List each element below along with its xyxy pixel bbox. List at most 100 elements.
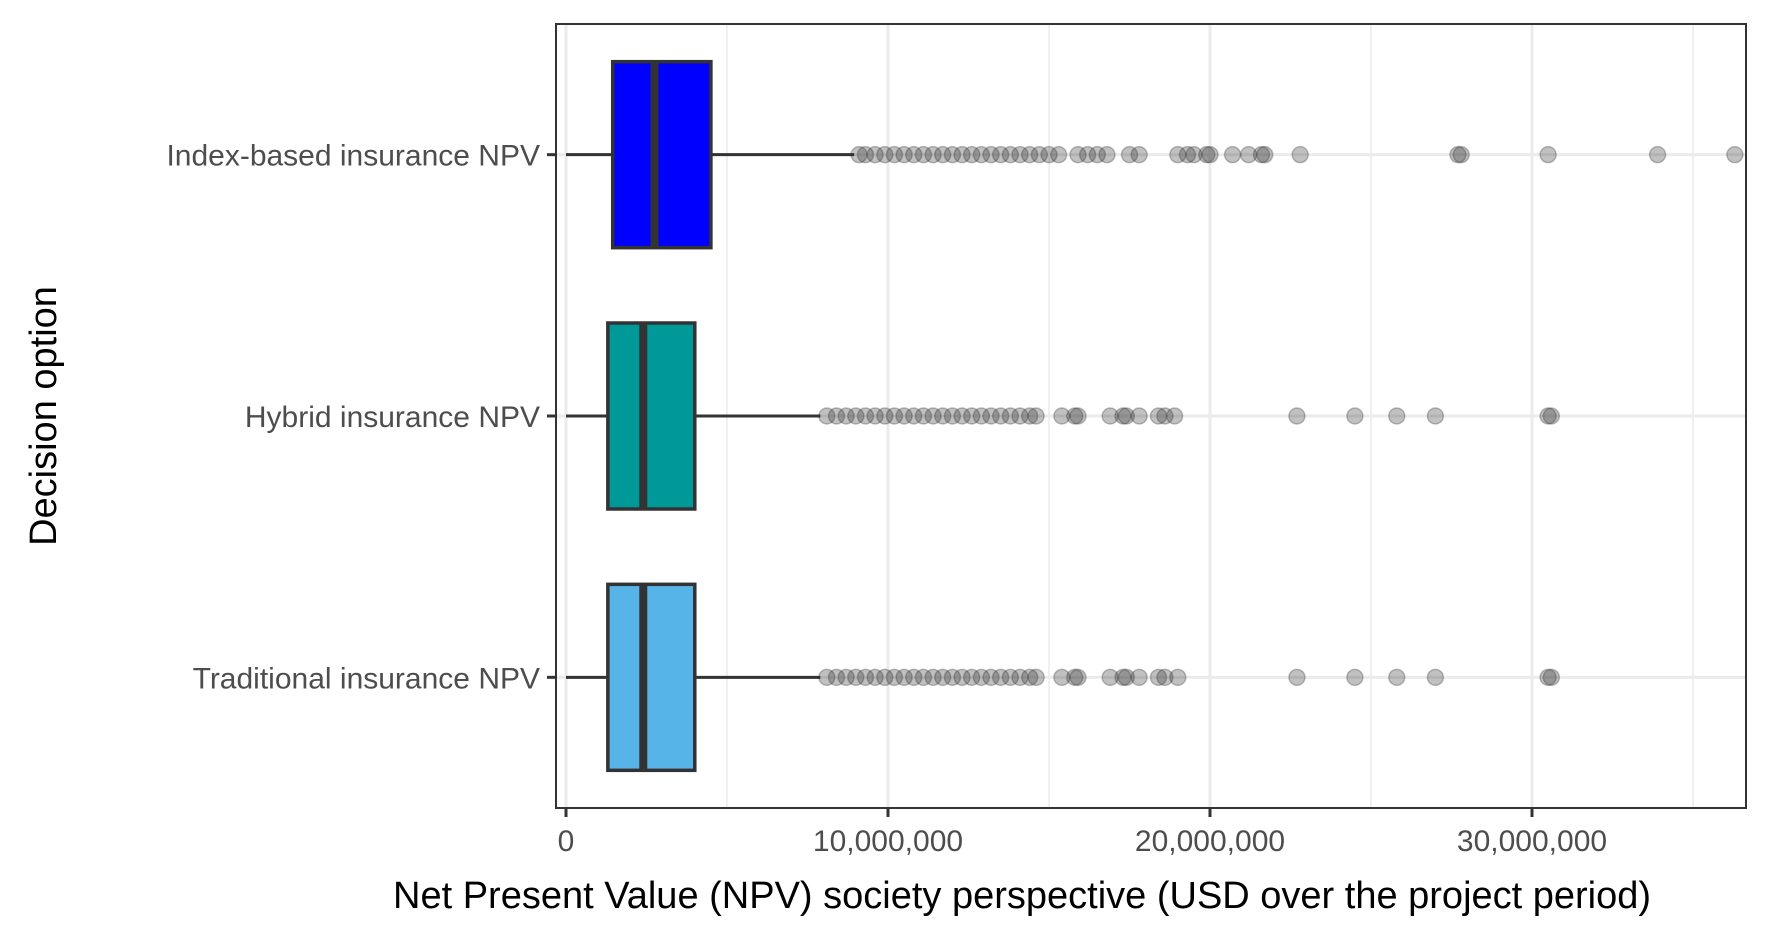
outlier-point xyxy=(1726,145,1744,164)
outlier-point xyxy=(1020,145,1039,164)
outlier-point xyxy=(1011,668,1029,687)
outlier-point xyxy=(1539,145,1557,164)
outlier-point xyxy=(1030,145,1049,164)
outlier-point xyxy=(905,668,923,687)
outlier-point xyxy=(1539,407,1557,425)
outlier-point xyxy=(1001,407,1020,425)
outlier-point xyxy=(991,145,1010,164)
outlier-point xyxy=(895,668,913,687)
outlier-point xyxy=(1049,145,1068,164)
outlier-point xyxy=(1169,668,1187,687)
outlier-point xyxy=(1069,407,1087,425)
x-tick-label: 20,000,000 xyxy=(1135,825,1285,858)
x-axis-title: Net Present Value (NPV) society perspect… xyxy=(393,875,1651,917)
box-iqr xyxy=(610,59,713,250)
outlier-point xyxy=(924,668,942,687)
outlier-point xyxy=(885,668,904,687)
outlier-point xyxy=(1088,145,1107,164)
outlier-point xyxy=(1120,145,1139,164)
outlier-point xyxy=(1426,407,1445,425)
outlier-point xyxy=(1027,668,1045,687)
outlier-point xyxy=(1426,668,1445,687)
outlier-point xyxy=(943,145,962,164)
outlier-point xyxy=(1185,145,1203,164)
outlier-point xyxy=(905,145,923,164)
box-iqr xyxy=(606,582,697,773)
outlier-point xyxy=(933,668,952,687)
outlier-point xyxy=(962,407,981,425)
outlier-point xyxy=(847,407,865,425)
box-iqr xyxy=(606,321,697,511)
outlier-point xyxy=(933,407,952,425)
outlier-point xyxy=(1346,668,1364,687)
outlier-point xyxy=(1117,407,1136,425)
outlier-point xyxy=(1178,145,1197,164)
outlier-point xyxy=(905,407,923,425)
outlier-point xyxy=(850,145,868,164)
x-tick-label: 10,000,000 xyxy=(813,825,963,858)
outlier-point xyxy=(856,407,875,425)
x-tick-label: 0 xyxy=(558,825,575,858)
outlier-point xyxy=(885,145,904,164)
outlier-point xyxy=(991,668,1010,687)
outlier-point xyxy=(1078,145,1097,164)
outlier-point xyxy=(1346,407,1364,425)
outlier-point xyxy=(876,668,894,687)
outlier-point xyxy=(1288,407,1306,425)
outlier-point xyxy=(924,407,942,425)
outlier-point xyxy=(953,668,971,687)
outlier-point xyxy=(866,145,884,164)
outlier-point xyxy=(818,668,836,687)
outlier-point xyxy=(885,407,904,425)
outlier-point xyxy=(982,145,1000,164)
outlier-point xyxy=(895,145,913,164)
outlier-point xyxy=(1130,145,1148,164)
outlier-point xyxy=(1001,668,1020,687)
outlier-point xyxy=(1452,145,1470,164)
outlier-point xyxy=(1165,407,1184,425)
outlier-point xyxy=(943,407,962,425)
outlier-point xyxy=(1066,407,1084,425)
outlier-point xyxy=(1069,145,1087,164)
outlier-point xyxy=(1201,145,1219,164)
outlier-point xyxy=(972,407,991,425)
outlier-point xyxy=(1101,668,1119,687)
outlier-point xyxy=(914,407,933,425)
outlier-point xyxy=(1114,407,1132,425)
y-tick-label: Hybrid insurance NPV xyxy=(245,401,540,434)
outlier-point xyxy=(1156,407,1174,425)
outlier-point xyxy=(933,145,952,164)
outlier-point xyxy=(1648,145,1667,164)
outlier-point xyxy=(1542,668,1561,687)
outlier-point xyxy=(1130,407,1148,425)
y-tick-label: Traditional insurance NPV xyxy=(193,662,540,695)
outlier-point xyxy=(837,407,855,425)
outlier-point xyxy=(962,668,981,687)
outlier-point xyxy=(1156,668,1174,687)
outlier-point xyxy=(895,407,913,425)
outlier-point xyxy=(1542,407,1561,425)
outlier-point xyxy=(827,407,846,425)
outlier-point xyxy=(924,145,942,164)
outlier-point xyxy=(1291,145,1309,164)
outlier-point xyxy=(847,668,865,687)
x-tick-label: 30,000,000 xyxy=(1457,825,1607,858)
outlier-point xyxy=(1539,668,1557,687)
outlier-point xyxy=(1149,668,1168,687)
outlier-point xyxy=(1117,668,1136,687)
outlier-point xyxy=(991,407,1010,425)
outlier-point xyxy=(953,145,971,164)
outlier-point xyxy=(1011,407,1029,425)
outlier-point xyxy=(1255,145,1274,164)
outlier-point xyxy=(982,407,1000,425)
outlier-point xyxy=(837,668,855,687)
outlier-point xyxy=(866,668,884,687)
outlier-point xyxy=(866,407,884,425)
outlier-point xyxy=(1239,145,1258,164)
outlier-point xyxy=(1449,145,1467,164)
outlier-point xyxy=(1053,668,1071,687)
outlier-point xyxy=(1027,407,1045,425)
outlier-point xyxy=(1020,668,1039,687)
outlier-point xyxy=(876,407,894,425)
outlier-point xyxy=(1040,145,1058,164)
